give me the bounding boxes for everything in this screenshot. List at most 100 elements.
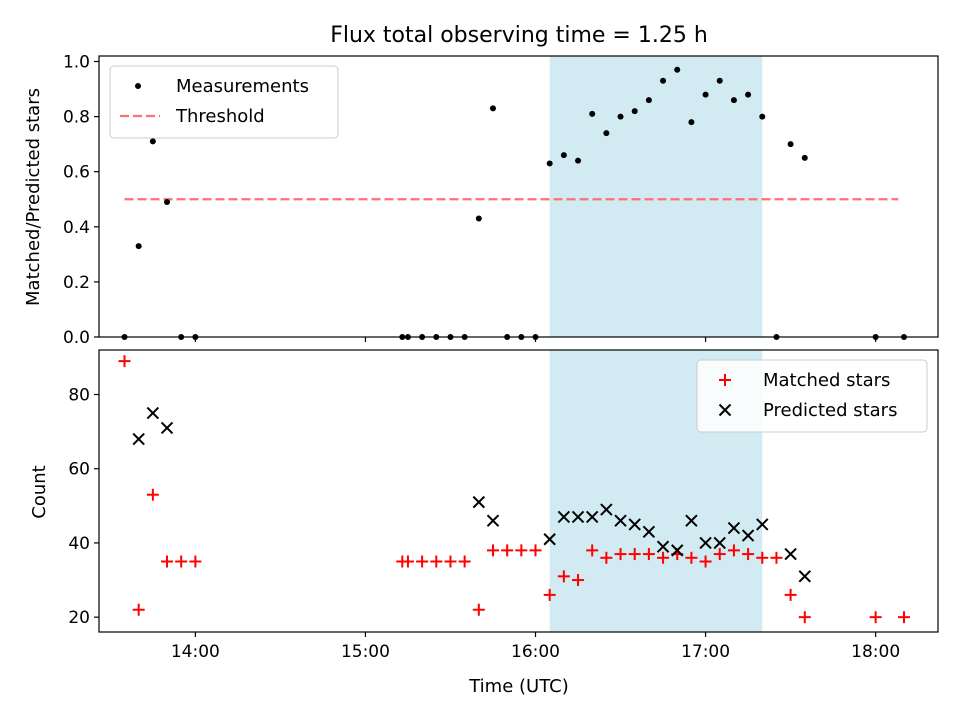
panel-bottom-series1-point-20 (756, 518, 769, 531)
panel-bottom-series1-point-15-d2 (685, 514, 698, 527)
panel-bottom-series1-point-5-d2 (543, 533, 556, 546)
panel-bottom-series0-point-3 (161, 555, 174, 568)
panel-bottom-series0-point-19 (572, 574, 585, 587)
panel-top-legend-label-1: Threshold (175, 106, 265, 127)
panel-bottom-xtick-label-2: 16:00 (511, 642, 560, 662)
panel-bottom-series0-point-33 (770, 551, 783, 564)
panel-bottom-legend-swatch-0 (719, 374, 731, 386)
panel-bottom-series0-point-8 (416, 555, 429, 568)
panel-bottom-series1-point-13 (656, 540, 670, 553)
panel-top-legend-box (109, 65, 339, 139)
panel-bottom-legend-box (696, 359, 928, 433)
panel-bottom-series0-point-14 (501, 544, 514, 557)
panel-bottom-xtick-label-4: 18:00 (851, 642, 900, 662)
panel-top-ytick-label-5: 1.0 (63, 53, 90, 73)
panel-bottom-ytick-label-3: 80 (68, 386, 90, 406)
panel-bottom-series0-point-35 (798, 611, 811, 624)
panel-top-series0-point-32 (759, 113, 766, 120)
panel-bottom-series0-point-16 (529, 544, 542, 557)
panel-bottom-series0-point-11 (458, 555, 471, 568)
panel-bottom-series1-point-14-d2 (671, 544, 684, 557)
panel-top-legend-label-0: Measurements (176, 76, 309, 97)
top-y-axis-label: Matched/Predicted stars (23, 88, 44, 306)
panel-bottom-series1-point-19-d2 (741, 529, 755, 542)
panel-top-series0-point-21 (603, 130, 610, 137)
panel-bottom-series0-point-20 (586, 544, 599, 557)
panel-bottom-series0-point-29 (713, 548, 726, 561)
panel-bottom-series1-point-16-d2 (699, 536, 712, 550)
panel-bottom-series1-point-7-d2 (571, 510, 585, 524)
panel-bottom-series1-point-13-d2 (656, 540, 670, 553)
panel-bottom-ytick-label-1: 40 (68, 534, 90, 554)
panel-bottom-series1-point-6 (557, 510, 571, 524)
panel-bottom-series1-point-0-d2 (132, 432, 145, 446)
panel-top-series0-point-18 (560, 152, 567, 159)
panel-bottom-series0-point-1 (132, 603, 145, 616)
panel-bottom-series1-point-18-d2 (727, 521, 741, 535)
panel-top-legend-swatch-0 (135, 83, 141, 89)
panel-bottom-legend-swatch-1-d2 (718, 403, 732, 417)
panel-bottom-series1-point-11-d2 (628, 518, 641, 531)
panel-bottom-series1-point-8 (585, 510, 599, 524)
panel-bottom-series0-point-5 (189, 555, 202, 568)
panel-bottom-series0-point-4 (175, 555, 188, 568)
panel-bottom-series0-point-10 (444, 555, 457, 568)
panel-bottom-xtick-label-1: 15:00 (341, 642, 390, 662)
panel-bottom-series0-point-24 (642, 548, 655, 561)
panel-bottom-ytick-label-0: 20 (68, 608, 90, 628)
panel-bottom-series0-point-15 (515, 544, 528, 557)
panel-bottom-series0-point-21 (600, 551, 613, 564)
panel-bottom-legend-swatch-1 (718, 403, 732, 417)
panel-bottom-series0-point-18 (557, 570, 570, 583)
panel-top-series0-point-34 (787, 141, 794, 148)
panel-bottom-series0-point-17 (543, 588, 556, 601)
x-axis-label: Time (UTC) (468, 676, 569, 697)
panel-top-series0-point-2 (149, 138, 156, 145)
panel-bottom-series1-point-0 (132, 432, 145, 446)
panel-top-series0-point-12 (475, 215, 482, 222)
panel-bottom-series1-point-21 (784, 547, 797, 561)
panel-bottom-series1-point-4 (486, 514, 500, 527)
panel-bottom-series1-point-17-d2 (713, 536, 726, 550)
panel-bottom-series0-point-30 (727, 544, 740, 557)
panel-bottom-series1-point-11 (628, 518, 641, 531)
panel-bottom-series0-point-23 (628, 548, 641, 561)
panel-top-series0-point-25 (660, 77, 667, 84)
panel-top-observing-window (549, 56, 763, 337)
panel-top-series0-point-31 (745, 91, 752, 98)
panel-top-ytick-label-2: 0.4 (63, 218, 90, 238)
panel-bottom-series0-point-0 (118, 355, 131, 368)
panel-bottom-series1-point-9 (600, 503, 613, 516)
panel-bottom-series1-point-10-d2 (614, 514, 627, 527)
panel-bottom-series0-point-36 (869, 611, 882, 624)
panel-bottom-series0-point-9 (430, 555, 443, 568)
panel-bottom-series1-point-1 (146, 406, 160, 420)
panel-top-series0-point-24 (645, 97, 652, 104)
panel-bottom-series1-point-2 (160, 421, 174, 435)
panel-bottom-series1-point-15 (685, 514, 698, 527)
panel-top-series0-point-29 (716, 77, 723, 84)
panel-top-ytick-label-1: 0.2 (63, 273, 90, 293)
panel-top-ytick-label-0: 0.0 (63, 328, 90, 348)
panel-bottom-series1-point-10 (614, 514, 627, 527)
panel-bottom-series1-point-12-d2 (642, 525, 656, 539)
panel-bottom-series0-point-37 (897, 611, 910, 624)
panel-bottom-series1-point-21-d2 (784, 547, 797, 561)
panel-bottom-series1-point-17 (713, 536, 726, 550)
panel-bottom-legend-label-0: Matched stars (763, 370, 890, 391)
panel-top-series0-point-35 (801, 154, 808, 161)
panel-bottom-series1-point-1-d2 (146, 406, 160, 420)
panel-bottom-series1-point-12 (642, 525, 656, 539)
panel-bottom-series0-point-25 (657, 551, 670, 564)
panel-bottom-series1-point-6-d2 (557, 510, 571, 524)
panel-bottom-series0-point-12 (472, 603, 485, 616)
panel-bottom-series1-point-4-d2 (486, 514, 500, 527)
panel-bottom-series1-point-19 (741, 529, 755, 542)
panel-top-series0-point-30 (730, 97, 737, 104)
chart-title: Flux total observing time = 1.25 h (330, 23, 708, 48)
panel-bottom-ytick-label-2: 60 (68, 460, 90, 480)
panel-bottom-series0-point-31 (742, 548, 755, 561)
panel-top-ytick-label-3: 0.6 (63, 163, 90, 183)
panel-bottom-series1-point-22 (798, 570, 811, 583)
